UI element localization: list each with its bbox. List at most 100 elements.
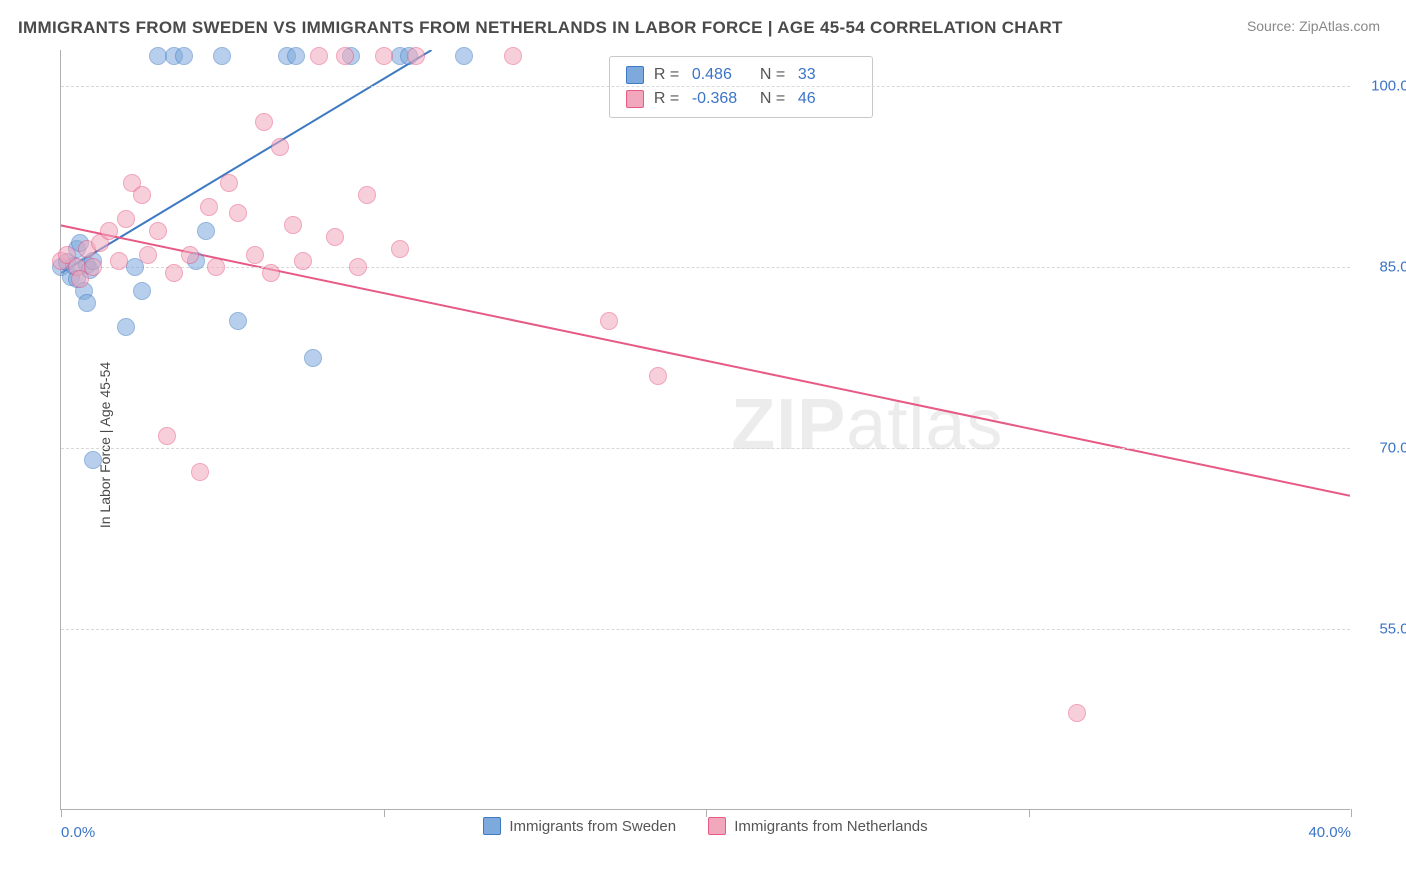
- scatter-point-sweden: [400, 47, 418, 65]
- scatter-point-sweden: [229, 312, 247, 330]
- legend-item-sweden: Immigrants from Sweden: [483, 817, 676, 835]
- swatch-sweden: [626, 66, 644, 84]
- scatter-point-netherlands: [139, 246, 157, 264]
- x-tick-label: 40.0%: [1308, 824, 1351, 841]
- scatter-point-netherlands: [78, 240, 96, 258]
- legend-label-sweden: Immigrants from Sweden: [509, 818, 676, 835]
- trendline-netherlands: [61, 219, 1350, 496]
- trendlines-svg: [61, 50, 1350, 809]
- stat-R-label: R =: [654, 63, 682, 87]
- scatter-point-sweden: [287, 47, 305, 65]
- stat-N-label: N =: [760, 63, 788, 87]
- scatter-point-sweden: [278, 47, 296, 65]
- scatter-point-sweden: [71, 234, 89, 252]
- stat-R-sweden: 0.486: [692, 63, 750, 87]
- watermark-bold: ZIP: [731, 385, 846, 465]
- x-tick: [384, 809, 385, 817]
- scatter-point-netherlands: [246, 246, 264, 264]
- gridline: [61, 448, 1350, 449]
- scatter-point-netherlands: [133, 186, 151, 204]
- gridline: [61, 629, 1350, 630]
- scatter-point-netherlands: [358, 186, 376, 204]
- scatter-point-sweden: [133, 282, 151, 300]
- scatter-point-netherlands: [117, 210, 135, 228]
- stat-R-label: R =: [654, 87, 682, 111]
- stats-row-sweden: R = 0.486 N = 33: [626, 63, 856, 87]
- scatter-point-netherlands: [158, 427, 176, 445]
- scatter-point-netherlands: [100, 222, 118, 240]
- scatter-point-sweden: [78, 294, 96, 312]
- chart-container: In Labor Force | Age 45-54 ZIPatlas R = …: [50, 50, 1380, 840]
- scatter-point-sweden: [175, 47, 193, 65]
- scatter-point-netherlands: [375, 47, 393, 65]
- scatter-point-sweden: [117, 318, 135, 336]
- scatter-point-netherlands: [191, 463, 209, 481]
- scatter-point-sweden: [455, 47, 473, 65]
- scatter-point-netherlands: [391, 240, 409, 258]
- scatter-point-sweden: [391, 47, 409, 65]
- scatter-point-netherlands: [649, 367, 667, 385]
- scatter-point-sweden: [197, 222, 215, 240]
- y-tick-label: 55.0%: [1358, 621, 1406, 638]
- scatter-point-netherlands: [600, 312, 618, 330]
- scatter-point-sweden: [75, 282, 93, 300]
- scatter-point-netherlands: [91, 234, 109, 252]
- scatter-point-sweden: [68, 270, 86, 288]
- y-tick-label: 85.0%: [1358, 259, 1406, 276]
- scatter-point-netherlands: [58, 246, 76, 264]
- x-tick-label: 0.0%: [61, 824, 95, 841]
- stats-row-netherlands: R = -0.368 N = 46: [626, 87, 856, 111]
- stat-N-netherlands: 46: [798, 87, 856, 111]
- y-tick-label: 70.0%: [1358, 440, 1406, 457]
- scatter-point-netherlands: [326, 228, 344, 246]
- scatter-point-netherlands: [123, 174, 141, 192]
- swatch-sweden: [483, 817, 501, 835]
- scatter-point-netherlands: [336, 47, 354, 65]
- scatter-point-netherlands: [310, 47, 328, 65]
- scatter-point-sweden: [342, 47, 360, 65]
- scatter-point-netherlands: [271, 138, 289, 156]
- watermark: ZIPatlas: [731, 384, 1003, 466]
- x-tick: [1029, 809, 1030, 817]
- scatter-point-netherlands: [407, 47, 425, 65]
- scatter-point-sweden: [213, 47, 231, 65]
- scatter-point-sweden: [165, 47, 183, 65]
- watermark-thin: atlas: [846, 385, 1003, 465]
- legend-label-netherlands: Immigrants from Netherlands: [734, 818, 927, 835]
- y-tick-label: 100.0%: [1358, 78, 1406, 95]
- scatter-point-netherlands: [220, 174, 238, 192]
- stat-N-sweden: 33: [798, 63, 856, 87]
- scatter-point-netherlands: [149, 222, 167, 240]
- trendline-sweden: [61, 50, 432, 273]
- scatter-point-netherlands: [229, 204, 247, 222]
- source-attribution: Source: ZipAtlas.com: [1247, 18, 1380, 34]
- scatter-point-sweden: [81, 261, 99, 279]
- scatter-point-sweden: [78, 256, 96, 274]
- scatter-point-sweden: [304, 349, 322, 367]
- chart-title: IMMIGRANTS FROM SWEDEN VS IMMIGRANTS FRO…: [18, 18, 1063, 38]
- swatch-netherlands: [626, 90, 644, 108]
- x-tick: [61, 809, 62, 817]
- x-tick: [1351, 809, 1352, 817]
- scatter-point-netherlands: [504, 47, 522, 65]
- scatter-point-netherlands: [284, 216, 302, 234]
- stat-N-label: N =: [760, 87, 788, 111]
- swatch-netherlands: [708, 817, 726, 835]
- gridline: [61, 86, 1350, 87]
- scatter-point-sweden: [68, 240, 86, 258]
- source-prefix: Source:: [1247, 18, 1299, 34]
- stat-R-netherlands: -0.368: [692, 87, 750, 111]
- scatter-point-netherlands: [255, 113, 273, 131]
- source-link[interactable]: ZipAtlas.com: [1299, 18, 1380, 34]
- bottom-legend: Immigrants from Sweden Immigrants from N…: [61, 817, 1350, 839]
- legend-item-netherlands: Immigrants from Netherlands: [708, 817, 927, 835]
- gridline: [61, 267, 1350, 268]
- x-tick: [706, 809, 707, 817]
- scatter-point-sweden: [62, 268, 80, 286]
- scatter-point-sweden: [149, 47, 167, 65]
- scatter-point-sweden: [65, 257, 83, 275]
- scatter-point-netherlands: [181, 246, 199, 264]
- scatter-point-netherlands: [71, 270, 89, 288]
- scatter-point-netherlands: [1068, 704, 1086, 722]
- scatter-point-sweden: [58, 253, 76, 271]
